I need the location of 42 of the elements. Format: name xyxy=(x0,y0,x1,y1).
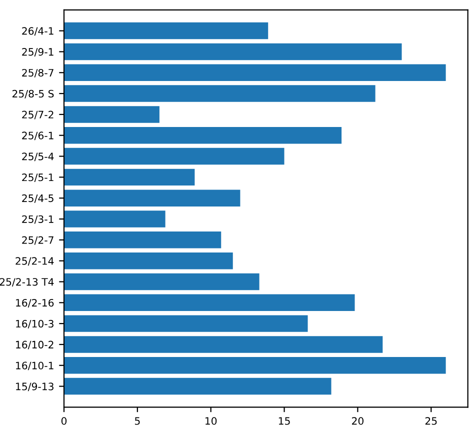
y-tick-label: 25/2-13 T4 xyxy=(0,278,54,287)
x-tick-label: 10 xyxy=(206,417,217,425)
x-tick-label: 5 xyxy=(134,417,140,425)
bar xyxy=(64,64,446,81)
y-tick-label: 16/10-3 xyxy=(16,320,54,328)
bar xyxy=(64,378,332,395)
bar xyxy=(64,252,233,270)
y-tick-label: 26/4-1 xyxy=(22,27,54,36)
x-tick-label: 20 xyxy=(352,417,364,425)
x-tick-label: 0 xyxy=(61,417,67,425)
y-tick-label: 25/9-1 xyxy=(22,48,54,57)
bar xyxy=(64,168,195,186)
y-tick-label: 25/2-14 xyxy=(16,257,54,266)
bar xyxy=(64,126,342,144)
bar xyxy=(64,22,268,40)
y-tick-label: 25/6-1 xyxy=(22,132,54,140)
y-tick-label: 25/4-5 xyxy=(22,194,54,203)
y-tick-label: 25/8-5 S xyxy=(12,90,54,98)
bar xyxy=(64,85,376,102)
x-tick-label: 25 xyxy=(425,417,437,425)
y-tick-label: 15/9-13 xyxy=(16,382,54,392)
bar xyxy=(64,43,402,60)
bar xyxy=(64,336,383,353)
y-tick-label: 25/5-1 xyxy=(22,174,54,182)
y-tick-label: 25/7-2 xyxy=(22,110,54,120)
x-tick-label: 15 xyxy=(278,417,290,425)
y-tick-label: 25/8-7 xyxy=(22,68,54,78)
y-tick-label: 25/5-4 xyxy=(22,152,54,162)
bar xyxy=(64,232,222,248)
bar xyxy=(64,357,446,374)
bar xyxy=(64,190,240,206)
y-tick-label: 25/2-7 xyxy=(22,236,54,245)
bar xyxy=(64,273,260,290)
y-tick-label: 16/10-2 xyxy=(16,340,54,350)
y-tick-label: 16/2-16 xyxy=(16,298,54,308)
bar xyxy=(64,315,308,332)
bar xyxy=(64,210,166,228)
bar xyxy=(64,294,355,312)
bar xyxy=(64,148,284,165)
y-tick-label: 16/10-1 xyxy=(16,362,54,370)
y-tick-label: 25/3-1 xyxy=(22,215,54,224)
bar xyxy=(64,106,160,123)
